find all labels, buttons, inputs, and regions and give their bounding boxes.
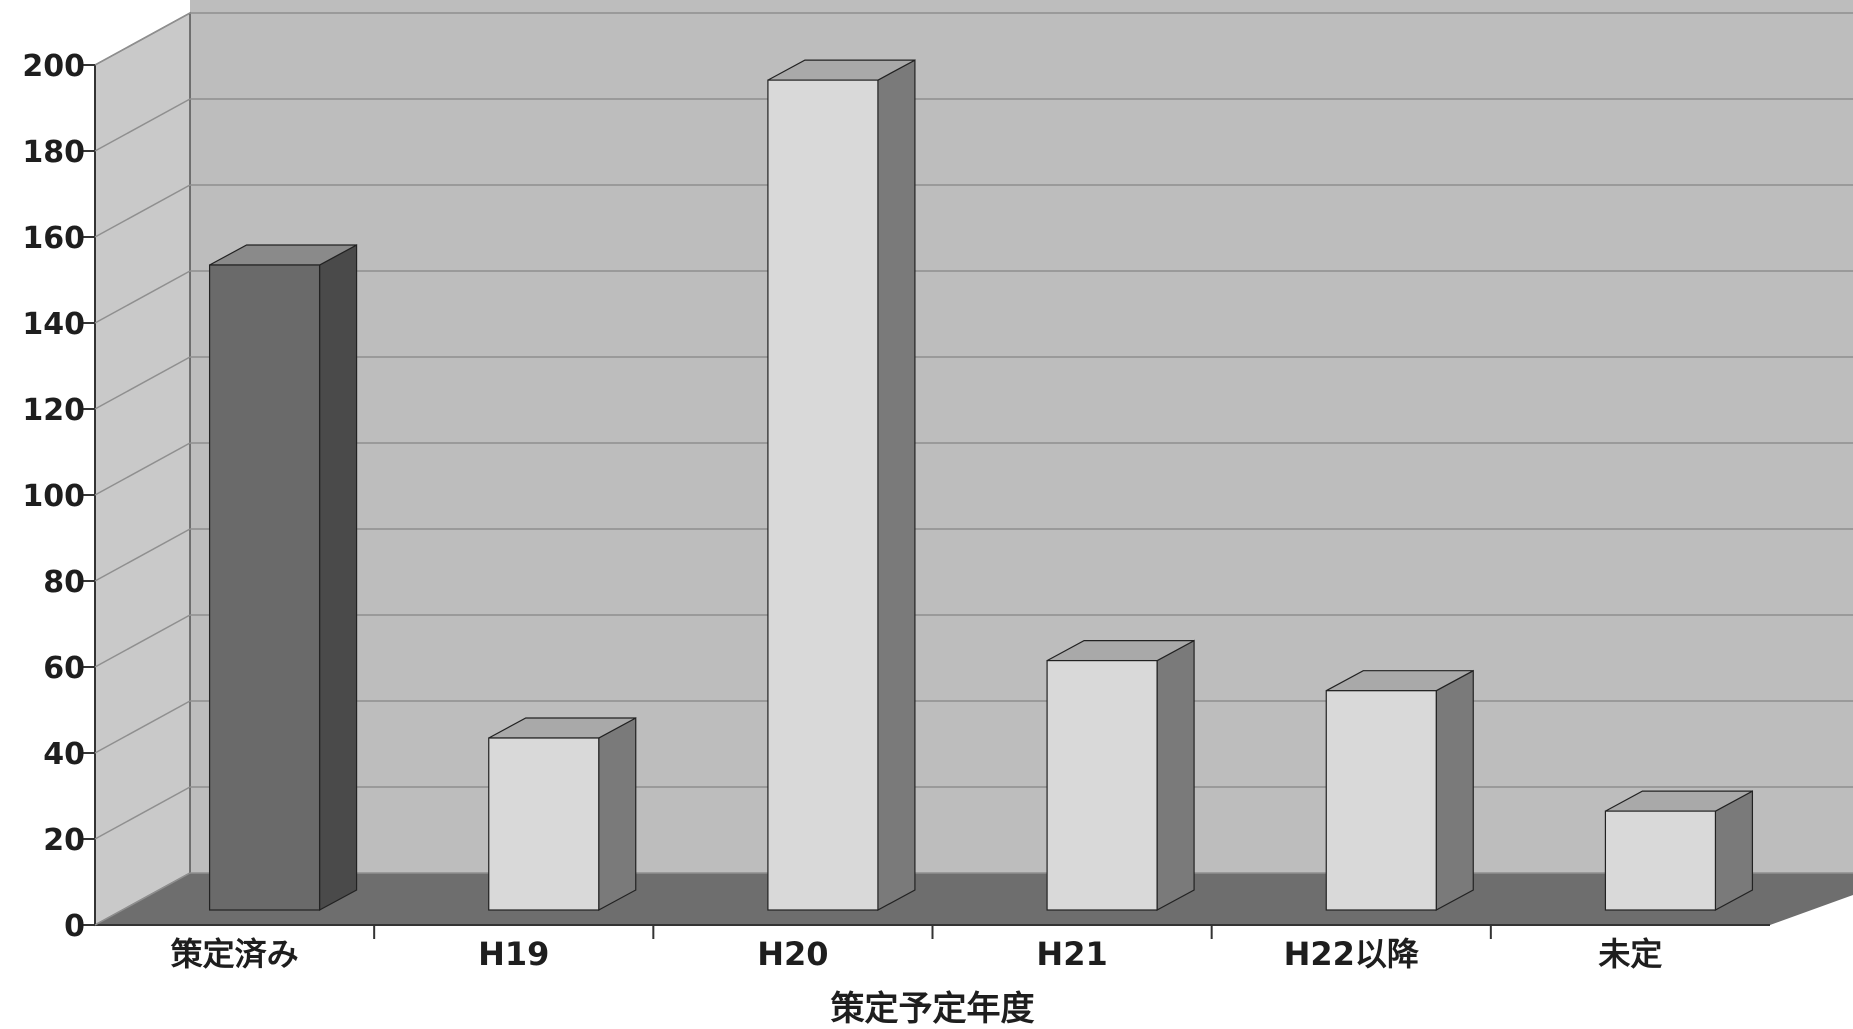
y-tick-label: 120 bbox=[22, 393, 85, 428]
gridline-diagonal bbox=[94, 872, 191, 926]
bar-side bbox=[1714, 790, 1754, 912]
y-tick-label: 160 bbox=[22, 221, 85, 256]
chart-walls bbox=[94, 0, 1853, 927]
bar-side bbox=[318, 243, 358, 912]
gridline-diagonal bbox=[94, 442, 191, 496]
bar-side bbox=[1435, 669, 1474, 912]
bar-front bbox=[1604, 810, 1717, 911]
bar-side bbox=[877, 59, 916, 912]
x-tick-label: H22以降 bbox=[1284, 935, 1420, 973]
x-tick-label: H19 bbox=[478, 935, 549, 973]
x-tick-label: H20 bbox=[757, 935, 828, 973]
bar-front bbox=[767, 79, 879, 911]
bar bbox=[488, 716, 637, 912]
gridline-diagonal bbox=[94, 528, 191, 582]
gridline-diagonal bbox=[94, 184, 191, 238]
y-tick-label: 140 bbox=[22, 307, 85, 342]
y-tick-label: 200 bbox=[22, 49, 85, 84]
bar-side bbox=[598, 716, 637, 912]
bars bbox=[208, 59, 1754, 912]
gridline-diagonal bbox=[94, 786, 191, 840]
x-tick-label: 未定 bbox=[1598, 935, 1662, 973]
y-tick-label: 60 bbox=[43, 651, 85, 686]
bar bbox=[1604, 790, 1754, 912]
bar bbox=[1325, 669, 1474, 912]
back-wall bbox=[190, 0, 1853, 873]
bar bbox=[767, 59, 916, 912]
bar-front bbox=[1325, 690, 1437, 911]
y-axis-ticks: 0 20 40 60 80 100 120 140 160 180 200 bbox=[22, 49, 95, 944]
gridline-diagonal bbox=[94, 12, 191, 66]
bar-front bbox=[208, 264, 321, 911]
x-tick-label: H21 bbox=[1036, 935, 1107, 973]
gridline-diagonal bbox=[94, 614, 191, 668]
bar-front bbox=[1046, 659, 1158, 911]
y-tick-label: 100 bbox=[22, 479, 85, 514]
gridline-diagonal bbox=[94, 270, 191, 324]
bar bbox=[1046, 639, 1195, 912]
gridline-diagonal bbox=[94, 700, 191, 754]
x-tick-label: 策定済み bbox=[171, 935, 299, 973]
x-axis-ticks: 策定済み H19 H20 H21 H22以降 未定 bbox=[171, 925, 1662, 973]
bar bbox=[208, 243, 358, 912]
bar-side bbox=[1156, 639, 1195, 912]
y-tick-label: 40 bbox=[43, 737, 85, 772]
gridlines bbox=[94, 12, 1853, 926]
gridline-diagonal bbox=[94, 356, 191, 410]
y-tick-label: 20 bbox=[43, 823, 85, 858]
y-tick-label: 180 bbox=[22, 135, 85, 170]
y-tick-label: 80 bbox=[43, 565, 85, 600]
x-axis-title: 策定予定年度 bbox=[831, 989, 1035, 1029]
floor bbox=[95, 873, 1853, 925]
gridline-diagonal bbox=[94, 98, 191, 152]
y-tick-label: 0 bbox=[64, 909, 85, 944]
bar-front bbox=[488, 737, 600, 911]
